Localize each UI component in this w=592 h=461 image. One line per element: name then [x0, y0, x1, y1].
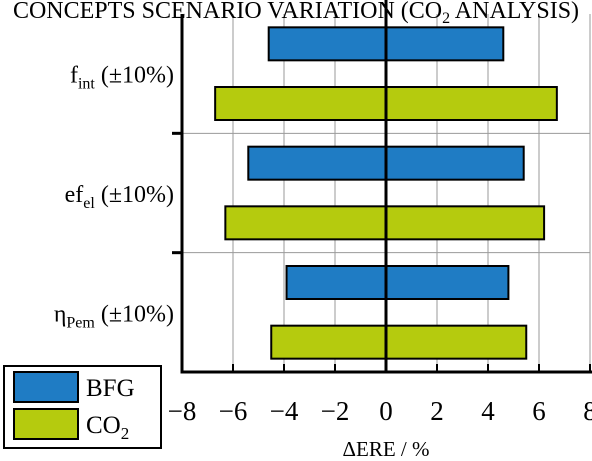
bars-layer: [214, 26, 558, 360]
bar-high: [385, 145, 525, 181]
x-tick-label: −4: [270, 396, 299, 426]
bar-low: [285, 265, 387, 300]
x-tick-label: −2: [321, 396, 350, 426]
labels-layer: −8 −6 −4 −2 0 2 4 6 8 ΔERE / % CONCEPTS SCENARIO V…: [13, 0, 592, 461]
legend-swatch: [13, 408, 79, 440]
legend-label: CO2: [86, 412, 129, 443]
x-tick-label: 6: [532, 396, 546, 426]
x-tick-label: 4: [481, 396, 495, 426]
bar-low: [214, 86, 387, 121]
bar-high: [385, 265, 510, 300]
category-label: fint (±10%): [70, 63, 174, 93]
legend: BFG CO2: [3, 365, 162, 449]
category-label: ηPem (±10%): [54, 301, 174, 331]
x-tick-label: 2: [430, 396, 444, 426]
legend-swatch: [13, 371, 79, 403]
x-axis-label: ΔERE / %: [343, 437, 430, 461]
x-tick-label: −8: [168, 396, 197, 426]
axes-layer: [172, 0, 592, 374]
bar-high: [385, 26, 505, 62]
bar-low: [267, 26, 388, 62]
chart-title: CONCEPTS SCENARIO VARIATION (CO2 ANALYSI…: [13, 0, 579, 27]
legend-label: BFG: [86, 375, 135, 402]
bar-high: [385, 324, 528, 360]
bar-low: [224, 205, 387, 241]
bar-low: [270, 324, 387, 360]
x-tick-label: 0: [379, 396, 393, 426]
bar-high: [385, 86, 558, 121]
bar-high: [385, 205, 546, 241]
bar-low: [247, 145, 387, 181]
x-tick-label: −6: [219, 396, 248, 426]
category-label: efel (±10%): [65, 182, 174, 212]
x-tick-label: 8: [583, 396, 592, 426]
